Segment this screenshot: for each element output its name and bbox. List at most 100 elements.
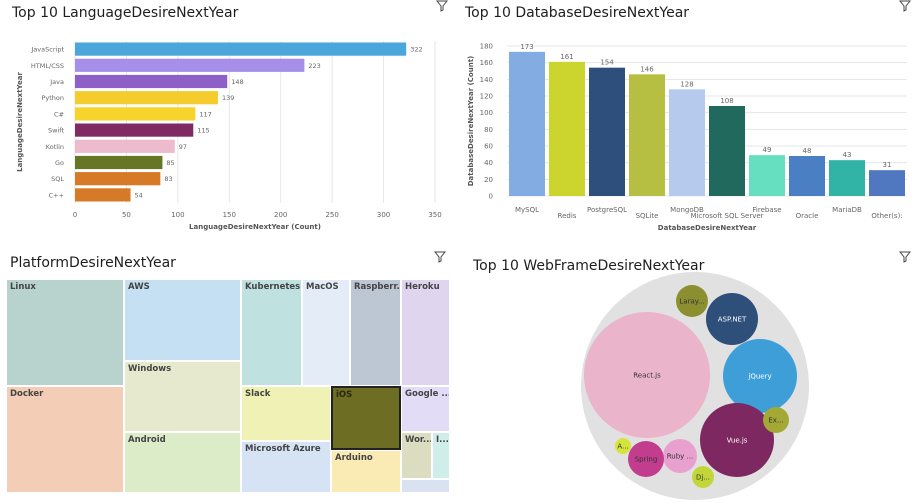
bar [589,67,625,197]
bubble [723,339,797,413]
y-tick-label: HTML/CSS [31,62,64,70]
x-tick-label: 50 [122,211,131,219]
x-axis-label: DatabaseDesireNextYear [658,224,757,232]
y-tick-label: Python [41,94,64,102]
treemap-cell[interactable]: Arduino [331,450,401,493]
data-label: 85 [166,159,174,167]
filter-icon[interactable] [434,251,446,263]
y-tick-label: Java [49,78,64,86]
x-tick-label: 350 [428,211,441,219]
bar [75,91,218,105]
language-chart-title: Top 10 LanguageDesireNextYear [12,5,239,21]
x-axis-label: LanguageDesireNextYear (Count) [189,223,321,231]
x-tick-label: 0 [73,211,77,219]
y-tick-label: 0 [489,193,493,201]
data-label: 161 [560,53,573,61]
treemap-cell[interactable]: Google ... [401,386,450,432]
x-tick-label: MySQL [515,206,539,214]
bar [75,139,175,153]
treemap-cell[interactable]: Wor... [401,432,432,479]
x-tick-label: 300 [377,211,390,219]
filter-icon[interactable] [899,251,911,263]
bubble-label: Ruby ... [667,453,693,461]
language-bar-chart: 0 50 100 150 200 250 300 350 JavaScript 322 HTML/C… [16,41,442,231]
treemap-cell[interactable]: I... [432,432,450,479]
webframe-bubble-chart: React.js jQuery Vue.js ASP.NET Laray... Ruby … [581,272,809,500]
treemap-cell[interactable]: AWS [124,279,241,361]
x-tick-label: MariaDB [832,206,862,214]
bubble-label: Laray... [679,298,704,306]
data-label: 49 [763,146,772,154]
bubble-label: Dj... [696,474,710,482]
data-label: 154 [600,59,614,67]
bubble-label: Vue.js [727,437,748,445]
treemap-cell[interactable]: Microsoft Azure [241,441,331,493]
bubble-label: ASP.NET [718,316,747,324]
treemap-cell-label: Wor... [405,435,432,445]
treemap-cell-label: Kubernetes [245,282,301,292]
y-tick-label: 180 [480,43,493,51]
bar [629,74,665,196]
bar [829,160,865,196]
treemap-cell-label: Microsoft Azure [245,444,321,454]
treemap-cell[interactable]: Heroku [401,279,450,386]
data-label: 173 [520,43,533,51]
treemap-cell-label: Windows [128,364,172,374]
x-tick-label: 200 [274,211,287,219]
y-tick-label: JavaScript [30,46,64,54]
treemap-cell[interactable]: Raspberr... [350,279,401,386]
data-label: 97 [179,143,187,151]
data-label: 43 [843,151,852,159]
treemap-cell[interactable]: Slack [241,386,331,441]
bar [75,42,407,56]
y-tick-label: C# [54,110,64,118]
bar [75,172,161,186]
treemap-cell[interactable]: Docker [6,386,124,493]
treemap-cell[interactable]: Android [124,432,241,493]
x-tick-label: 250 [325,211,338,219]
bubble [615,438,631,454]
y-tick-label: C++ [49,191,64,199]
platform-treemap-panel: PlatformDesireNextYear Linux Docker AWS Win… [0,248,455,503]
y-tick-label: 140 [480,76,493,84]
treemap-cell-label: Docker [10,389,44,399]
x-tick-label: 150 [223,211,236,219]
x-tick-label: Microsoft SQL Server [690,212,763,220]
y-tick-label: 40 [484,159,493,167]
x-tick-label: MongoDB [670,206,704,214]
y-tick-label: Swift [48,127,64,135]
bar [789,156,825,196]
data-label: 146 [640,65,654,73]
data-label: 83 [164,175,172,183]
database-bar-chart: 0 20 40 60 80 100 120 140 160 180 173 MySQL 161 Redis… [467,43,907,232]
bubble-label: Ex... [768,417,783,425]
treemap-cell[interactable] [401,479,450,493]
y-tick-label: 60 [484,143,493,151]
data-label: 48 [803,147,812,155]
data-label: 128 [680,80,693,88]
bubble [692,466,714,488]
database-chart-title: Top 10 DatabaseDesireNextYear [465,5,690,21]
y-tick-label: 20 [484,176,493,184]
bar [75,188,131,202]
webframe-bubble-panel: Top 10 WebFrameDesireNextYear React.js jQ… [455,248,915,503]
treemap-cell[interactable]: MacOS [302,279,350,386]
treemap-cell[interactable]: Kubernetes [241,279,302,386]
platform-treemap: Linux Docker AWS Windows Android Kubernetes Sl… [6,279,450,493]
bar [749,155,785,196]
treemap-cell[interactable]: Linux [6,279,124,386]
treemap-cell[interactable]: Windows [124,361,241,432]
y-tick-label: 100 [480,109,493,117]
filter-icon[interactable] [899,0,911,12]
data-label: 54 [135,191,143,199]
language-chart-panel: Top 10 LanguageDesireNextYear 0 50 100 150 2… [0,0,455,240]
treemap-cell[interactable]: iOS [331,386,401,450]
treemap-cell-label: I... [436,435,449,445]
platform-chart-title: PlatformDesireNextYear [10,255,176,271]
treemap-cell-label: Heroku [405,282,440,292]
x-tick-label: SQLite [636,212,659,220]
filter-icon[interactable] [436,0,448,12]
bar [75,74,228,89]
y-tick-label: 80 [484,126,493,134]
bar [509,51,545,197]
